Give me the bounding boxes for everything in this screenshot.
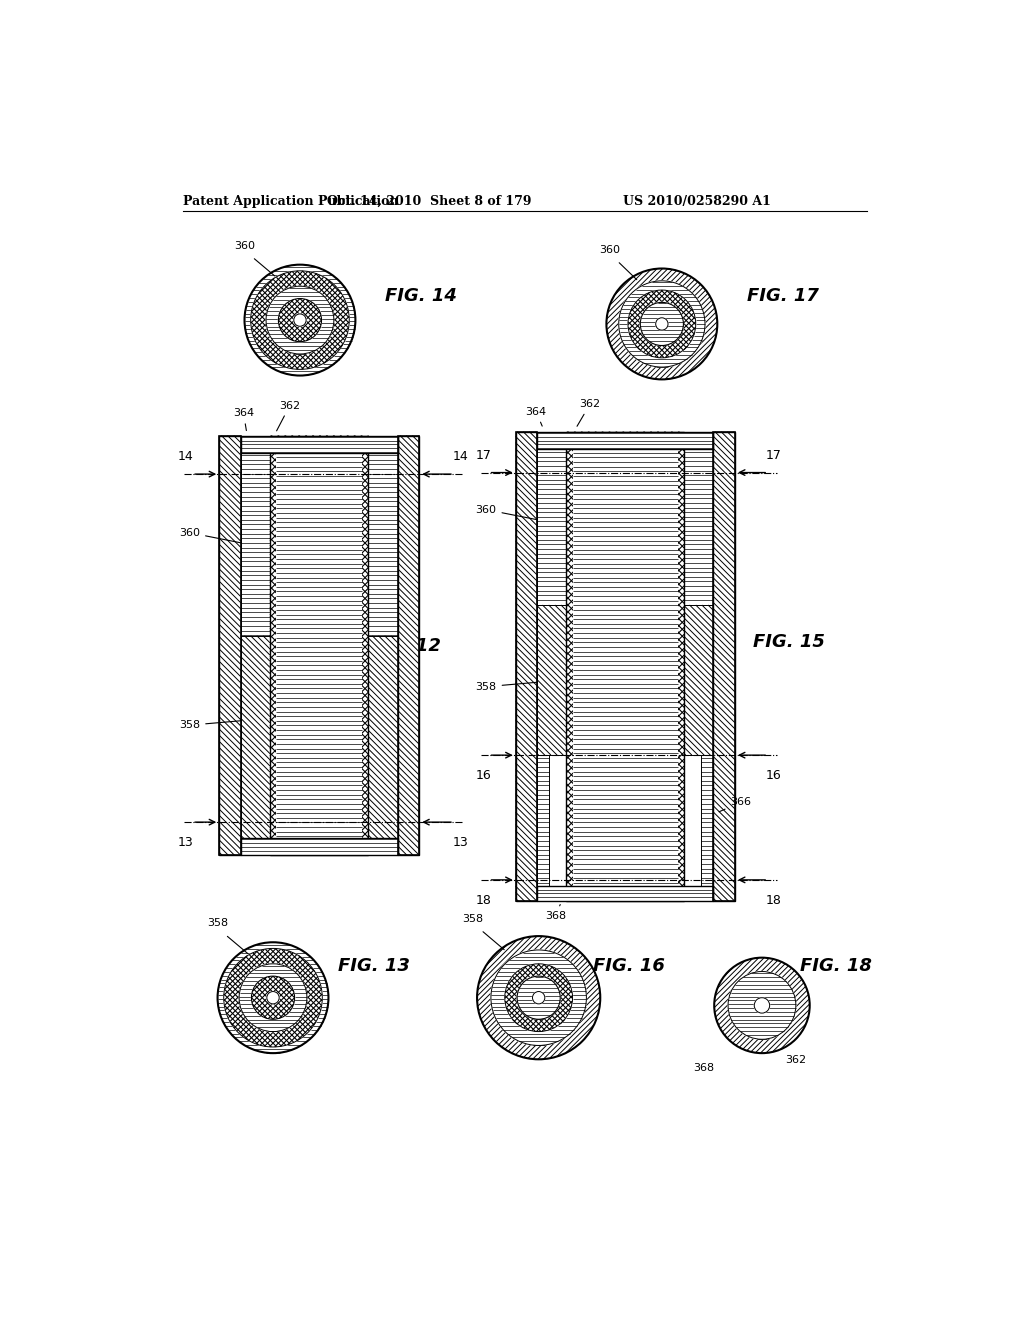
Bar [566, 432, 684, 902]
Circle shape [240, 964, 307, 1032]
Text: 362: 362 [785, 1056, 806, 1065]
Text: 358: 358 [463, 913, 483, 924]
Bar [515, 432, 538, 902]
Bar [538, 755, 550, 902]
Bar [270, 436, 369, 855]
Text: 368: 368 [693, 1063, 715, 1073]
Text: 358: 358 [207, 919, 228, 928]
Circle shape [517, 977, 560, 1019]
Text: 358: 358 [179, 721, 241, 730]
Bar [276, 436, 362, 855]
Text: FIG. 15: FIG. 15 [753, 634, 824, 651]
Text: FIG. 18: FIG. 18 [801, 957, 872, 974]
Text: FIG. 14: FIG. 14 [385, 286, 457, 305]
Circle shape [490, 950, 587, 1045]
Circle shape [251, 271, 349, 370]
Bar [538, 432, 566, 605]
Bar [538, 432, 714, 449]
Circle shape [477, 936, 600, 1059]
Text: 16: 16 [766, 770, 781, 781]
Text: 360: 360 [179, 528, 241, 543]
Text: 17: 17 [475, 449, 492, 462]
Text: 362: 362 [276, 401, 300, 430]
Circle shape [217, 942, 329, 1053]
Text: 358: 358 [475, 681, 538, 692]
Bar [684, 605, 714, 755]
Text: 360: 360 [475, 504, 538, 520]
Circle shape [505, 964, 572, 1032]
Bar [397, 436, 419, 855]
Circle shape [714, 958, 810, 1053]
Text: 18: 18 [766, 894, 781, 907]
Text: FIG. 17: FIG. 17 [746, 286, 818, 305]
Bar [538, 605, 566, 755]
Circle shape [755, 998, 770, 1014]
Bar [219, 436, 241, 855]
Text: 362: 362 [578, 399, 601, 426]
Text: Patent Application Publication: Patent Application Publication [183, 195, 398, 209]
Bar [369, 436, 397, 636]
Circle shape [245, 264, 355, 376]
Bar [684, 432, 714, 605]
Text: 364: 364 [233, 408, 254, 430]
Circle shape [294, 314, 306, 326]
Text: 360: 360 [234, 240, 255, 251]
Text: 14: 14 [453, 450, 468, 463]
Circle shape [279, 298, 322, 342]
Bar [241, 838, 397, 855]
Circle shape [606, 268, 717, 379]
Bar [714, 432, 735, 902]
Text: 16: 16 [475, 770, 492, 781]
Circle shape [618, 281, 705, 367]
Text: FIG. 13: FIG. 13 [339, 957, 411, 974]
Bar [714, 432, 735, 902]
Text: 17: 17 [766, 449, 781, 462]
Circle shape [267, 991, 280, 1005]
Bar [572, 432, 678, 902]
Circle shape [728, 972, 796, 1039]
Text: 368: 368 [545, 904, 566, 921]
Text: US 2010/0258290 A1: US 2010/0258290 A1 [624, 195, 771, 209]
Text: 13: 13 [178, 836, 194, 849]
Bar [397, 436, 419, 855]
Text: 14: 14 [178, 450, 194, 463]
Bar [241, 436, 397, 453]
Text: 13: 13 [453, 836, 468, 849]
Circle shape [252, 977, 295, 1019]
Circle shape [655, 318, 668, 330]
Circle shape [628, 290, 695, 358]
Bar [241, 436, 270, 636]
Text: Oct. 14, 2010  Sheet 8 of 179: Oct. 14, 2010 Sheet 8 of 179 [327, 195, 531, 209]
Bar [369, 636, 397, 855]
Bar [515, 432, 538, 902]
Circle shape [532, 991, 545, 1005]
Circle shape [640, 302, 683, 346]
Circle shape [266, 286, 334, 354]
Bar [241, 636, 270, 855]
Bar [701, 755, 714, 902]
Text: 364: 364 [525, 407, 547, 426]
Text: 360: 360 [599, 244, 620, 255]
Text: 366: 366 [719, 797, 752, 812]
Text: FIG. 16: FIG. 16 [593, 957, 665, 974]
Text: 18: 18 [475, 894, 492, 907]
Bar [538, 886, 714, 902]
Circle shape [223, 949, 323, 1047]
Text: FIG. 12: FIG. 12 [370, 638, 441, 655]
Bar [219, 436, 241, 855]
